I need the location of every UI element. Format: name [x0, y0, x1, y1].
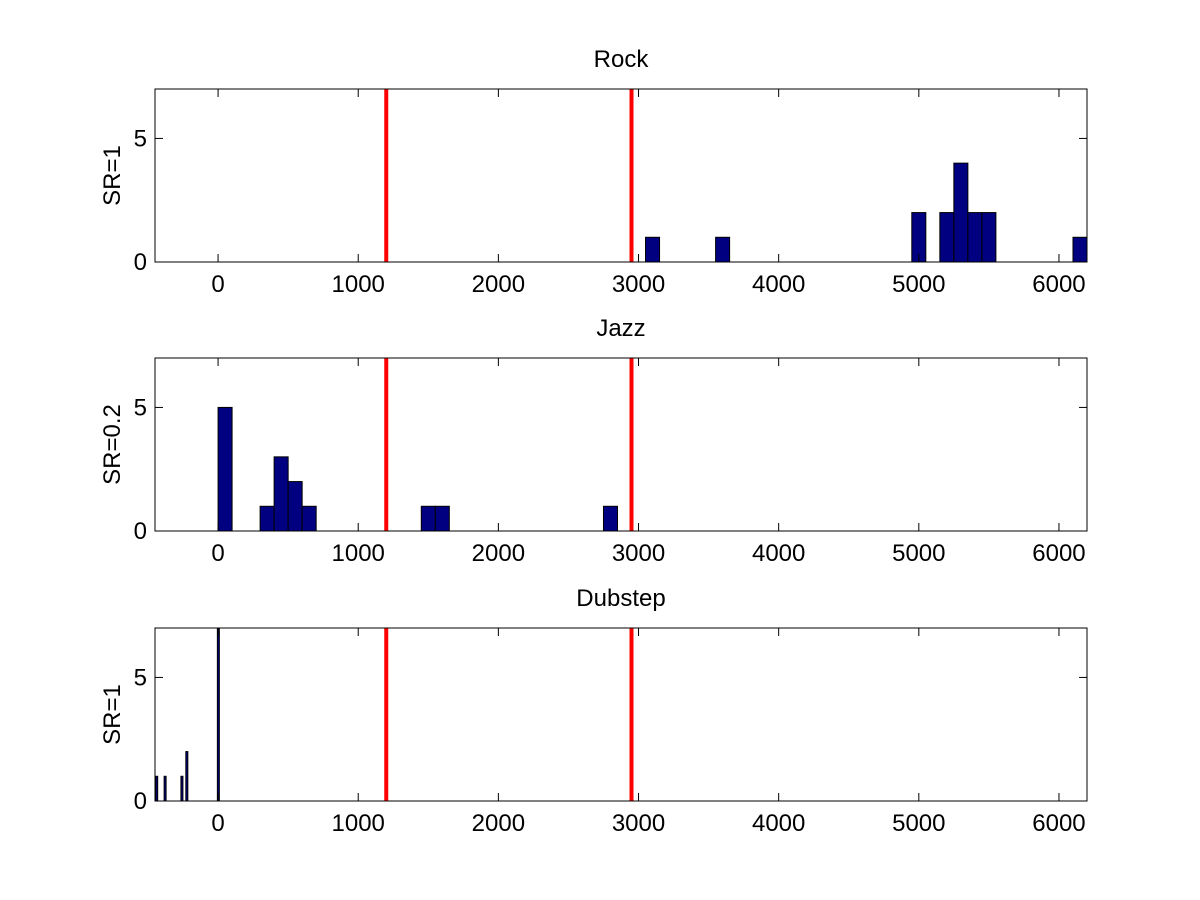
x-tick-label: 4000: [752, 271, 805, 298]
y-tick-label: 0: [134, 249, 147, 276]
subplot-1: 0 1000 2000 3000 4000 5000 6000 0 5 Jazz SR=0.2: [99, 315, 1088, 567]
bar: [939, 212, 955, 263]
bar: [287, 481, 303, 532]
bar: [163, 775, 167, 802]
y-tick-label: 5: [134, 664, 147, 691]
bar: [259, 505, 275, 532]
x-tick-label: 5000: [892, 540, 945, 567]
y-tick-label: 5: [134, 394, 147, 421]
x-tick-label: 0: [211, 540, 224, 567]
y-axis-label: SR=0.2: [99, 404, 126, 485]
bar: [602, 505, 618, 532]
x-tick-label: 0: [211, 271, 224, 298]
axes-box: [154, 627, 1088, 802]
bar: [273, 456, 289, 532]
bar: [301, 505, 317, 532]
x-tick-label: 1000: [332, 271, 385, 298]
chart-title: Jazz: [596, 315, 645, 342]
bar: [967, 212, 983, 263]
bar: [185, 751, 189, 802]
x-tick-label: 2000: [472, 540, 525, 567]
x-tick-label: 4000: [752, 810, 805, 837]
x-tick-label: 3000: [612, 540, 665, 567]
bar: [953, 162, 969, 263]
x-tick-label: 6000: [1032, 271, 1085, 298]
chart-title: Rock: [594, 46, 650, 73]
y-tick-label: 0: [134, 788, 147, 815]
x-tick-label: 1000: [332, 810, 385, 837]
bar: [715, 236, 731, 263]
plot-area: [155, 89, 1087, 262]
plot-area: [155, 358, 1087, 531]
bar: [217, 406, 233, 532]
x-tick-label: 5000: [892, 271, 945, 298]
subplot-0: 0 1000 2000 3000 4000 5000 6000 0 5 Rock SR=1: [99, 46, 1088, 298]
x-tick-label: 0: [211, 810, 224, 837]
x-tick-label: 3000: [612, 810, 665, 837]
y-tick-label: 0: [134, 518, 147, 545]
chart-title: Dubstep: [576, 585, 665, 612]
y-tick-label: 5: [134, 125, 147, 152]
x-tick-label: 5000: [892, 810, 945, 837]
x-tick-label: 4000: [752, 540, 805, 567]
bar: [434, 505, 450, 532]
bar: [180, 775, 184, 802]
x-tick-label: 2000: [472, 810, 525, 837]
x-tick-label: 6000: [1032, 540, 1085, 567]
subplot-2: 0 1000 2000 3000 4000 5000 6000 0 5 Dubstep SR=1: [99, 585, 1088, 837]
plot-area: [155, 628, 1087, 801]
y-axis-label: SR=1: [99, 684, 126, 745]
x-tick-label: 1000: [332, 540, 385, 567]
bar: [155, 775, 159, 802]
axes-box: [154, 357, 1088, 532]
bar: [645, 236, 661, 263]
x-tick-label: 2000: [472, 271, 525, 298]
y-axis-label: SR=1: [99, 145, 126, 206]
bar: [981, 212, 997, 263]
axes-box: [154, 88, 1088, 263]
x-tick-label: 6000: [1032, 810, 1085, 837]
bar: [1072, 236, 1088, 263]
bar: [420, 505, 436, 532]
bar: [216, 627, 220, 802]
x-tick-label: 3000: [612, 271, 665, 298]
